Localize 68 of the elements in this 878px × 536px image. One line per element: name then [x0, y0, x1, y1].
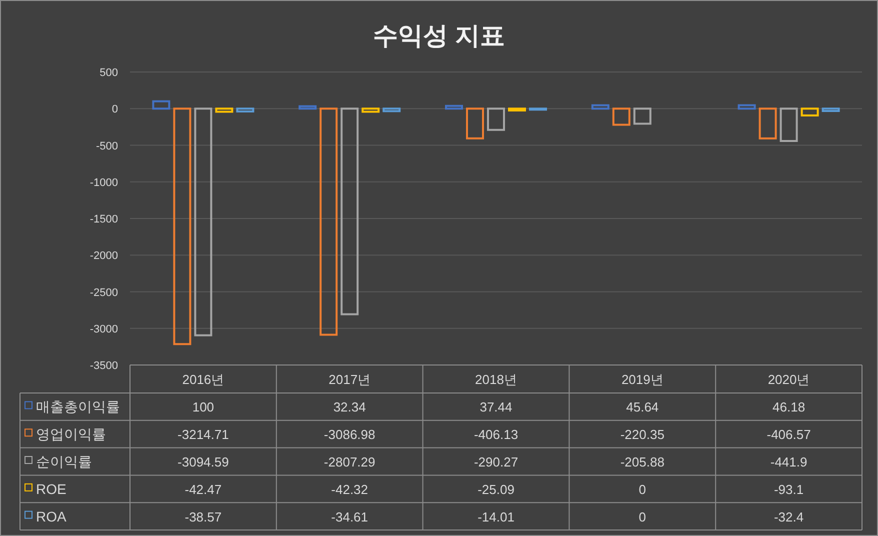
bar [340, 108, 359, 316]
bar [780, 108, 798, 142]
y-tick-label: -3500 [90, 360, 118, 372]
legend-label: 영업이익률 [36, 426, 106, 442]
bar [215, 108, 234, 113]
bar [738, 104, 756, 110]
data-label: 46.18 [772, 400, 806, 415]
bar [236, 108, 254, 112]
x-tick-label: 2017년 [328, 372, 371, 387]
data-label: -3086.98 [324, 427, 376, 442]
data-label: 0 [638, 482, 646, 497]
data-label: 45.64 [626, 400, 659, 415]
data-label: -32.4 [774, 509, 804, 524]
bar [822, 108, 840, 112]
legend-label: ROA [36, 508, 67, 524]
bar [173, 108, 192, 346]
data-label: 37.44 [480, 400, 512, 415]
data-label: -205.88 [620, 454, 664, 470]
data-label: 0 [638, 509, 646, 524]
bar [633, 108, 652, 125]
data-label: -42.47 [184, 482, 222, 497]
bar [508, 108, 526, 112]
y-tick-label: -2500 [90, 286, 118, 299]
bar [320, 108, 338, 336]
data-label: -441.9 [770, 454, 808, 470]
data-label: -220.35 [620, 427, 664, 442]
data-label: -290.27 [474, 454, 518, 470]
legend-label: 매출총이익률 [36, 398, 120, 415]
data-label: -38.57 [184, 509, 222, 524]
bar [194, 108, 212, 336]
bar [298, 105, 317, 110]
data-label: 32.34 [333, 400, 366, 415]
data-label: -2807.29 [324, 454, 376, 470]
bar [800, 108, 819, 116]
data-label: -34.61 [331, 509, 368, 524]
bar [612, 108, 630, 126]
data-label: -3094.59 [178, 454, 229, 470]
bar [152, 100, 170, 110]
data-label: -3214.71 [178, 427, 229, 442]
data-label: -25.09 [478, 482, 514, 497]
x-tick-label: 2019년 [621, 372, 664, 387]
y-tick-label: -2000 [90, 250, 118, 262]
legend-label: ROE [36, 480, 66, 497]
y-tick-label: -1500 [90, 214, 118, 226]
data-label: -93.1 [774, 482, 804, 497]
y-tick-label: -3000 [90, 323, 118, 336]
y-tick-label: 500 [100, 67, 118, 79]
bar [445, 104, 463, 110]
data-label: -406.57 [766, 427, 811, 442]
bar [487, 108, 505, 131]
bar [466, 108, 484, 140]
legend-label: 순이익률 [36, 454, 92, 470]
x-tick-label: 2020년 [768, 372, 810, 387]
chart-title: 수익성 지표 [373, 22, 505, 50]
x-tick-label: 2016년 [182, 372, 224, 387]
bar [758, 108, 777, 140]
data-label: 100 [192, 400, 214, 415]
y-tick-label: -1000 [90, 176, 118, 189]
data-label: -14.01 [478, 509, 514, 524]
x-tick-label: 2018년 [475, 372, 517, 387]
bar [382, 108, 401, 112]
bar [362, 108, 380, 113]
bar [529, 108, 547, 111]
data-label: -42.32 [331, 482, 368, 497]
bar [591, 104, 610, 110]
y-tick-label: -500 [96, 140, 118, 152]
y-tick-label: 0 [112, 104, 118, 116]
data-label: -406.13 [474, 427, 518, 442]
